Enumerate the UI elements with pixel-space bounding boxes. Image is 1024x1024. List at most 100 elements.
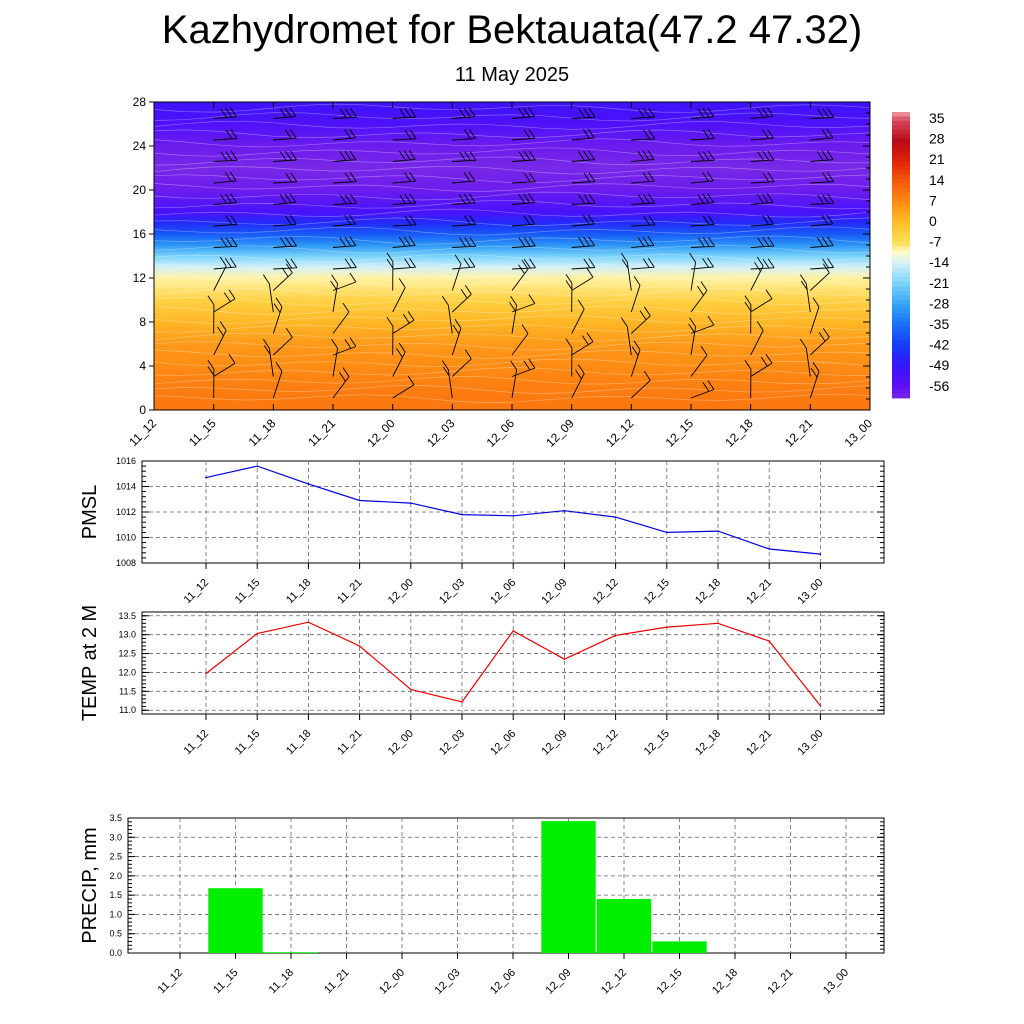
wind-barb <box>809 297 820 334</box>
wind-barb <box>273 236 297 248</box>
wind-barb <box>620 252 632 291</box>
x-tick-label: 13_00 <box>795 577 825 607</box>
wind-barb <box>620 317 632 356</box>
colorbar-box <box>892 384 910 390</box>
data-point <box>256 465 259 467</box>
wind-barb <box>809 361 820 399</box>
wind-barb <box>272 328 293 356</box>
x-tick-label: 12_06 <box>488 577 518 607</box>
wind-barb <box>452 215 476 227</box>
wind-barb <box>799 338 811 377</box>
colorbar-label: 14 <box>929 172 945 188</box>
wind-barb <box>750 236 775 248</box>
wind-barb <box>511 193 535 205</box>
grid-lines <box>142 612 884 714</box>
colorbar-box <box>892 219 910 225</box>
wind-barb <box>690 380 715 399</box>
contour-line <box>153 165 871 175</box>
colorbar-box <box>892 125 910 131</box>
wind-barb <box>330 274 339 313</box>
contour-line <box>153 253 871 263</box>
wind-barb <box>441 360 453 399</box>
wind-barb <box>451 318 462 356</box>
colorbar-box <box>892 353 910 359</box>
colorbar-label: 28 <box>929 131 945 147</box>
data-point <box>768 640 770 642</box>
wind-barb <box>451 349 472 377</box>
colorbar-label: -14 <box>929 254 949 270</box>
wind-barb <box>571 150 595 162</box>
wind-barb <box>690 151 715 162</box>
y-axis-title: PRECIP, mm <box>79 827 101 943</box>
data-point <box>461 513 463 516</box>
wind-barb <box>571 364 585 399</box>
precip-bar <box>596 899 652 953</box>
x-tick-label: 11_18 <box>284 577 314 607</box>
wind-barb <box>510 360 518 399</box>
data-point <box>768 548 770 550</box>
contour-line <box>153 341 871 351</box>
wind-barb <box>213 237 238 248</box>
colorbar-label: 0 <box>929 213 937 229</box>
contour-line <box>153 296 871 306</box>
contour-line <box>153 183 871 192</box>
wind-barb <box>690 257 714 270</box>
wind-barb <box>332 214 356 227</box>
data-point <box>205 672 207 675</box>
colorbar-box <box>892 380 910 385</box>
contour-line <box>153 208 871 218</box>
wind-barb <box>511 324 529 356</box>
colorbar-box <box>892 205 910 211</box>
colorbar-box <box>892 268 910 274</box>
x-tick-label: 12_12 <box>599 967 629 997</box>
wind-barb <box>690 281 708 313</box>
wind-barb <box>689 252 697 291</box>
x-tick-label: 12_00 <box>386 577 416 607</box>
y-tick-label: 24 <box>133 139 147 153</box>
y-tick-label: 2.0 <box>109 871 122 881</box>
colorbar-box <box>892 147 910 153</box>
wind-barb <box>392 150 416 162</box>
data-point <box>410 502 412 504</box>
wind-barb <box>565 273 573 313</box>
x-tick-label: 12_03 <box>424 416 458 450</box>
colorbar-box <box>892 187 910 193</box>
wind-barb <box>810 108 835 119</box>
wind-barb <box>213 289 236 313</box>
colorbar-box <box>892 134 910 140</box>
wind-barb <box>744 359 752 399</box>
x-tick-label: 11_15 <box>186 416 219 449</box>
contour-line <box>153 129 871 138</box>
colorbar-box <box>892 357 910 363</box>
colorbar-box <box>892 290 910 296</box>
wind-barb <box>332 150 357 162</box>
wind-barb <box>690 193 715 205</box>
colorbar-box <box>892 375 910 381</box>
x-tick-label: 11_15 <box>233 577 263 607</box>
colorbar-box <box>892 170 910 175</box>
wind-barb <box>810 128 834 141</box>
wind-barb <box>332 272 357 291</box>
wind-barb <box>392 257 416 270</box>
wind-barb <box>690 107 715 119</box>
wind-barb <box>571 172 596 184</box>
x-tick-label: 12_03 <box>437 728 467 758</box>
x-tick-label: 11_18 <box>267 967 297 997</box>
x-tick-label: 12_18 <box>693 577 723 607</box>
x-tick-label: 12_15 <box>642 577 672 607</box>
y-tick-label: 1008 <box>116 558 136 568</box>
wind-barb <box>750 289 773 313</box>
wind-barb <box>571 299 585 334</box>
x-tick-label: 12_18 <box>710 967 740 997</box>
x-tick-label: 11_21 <box>305 416 338 449</box>
x-tick-label: 12_21 <box>744 577 774 607</box>
x-tick-label: 13_00 <box>795 728 825 758</box>
wind-barb <box>631 257 655 270</box>
data-point <box>256 632 259 635</box>
y-tick-label: 8 <box>139 315 146 329</box>
x-tick-label: 12_21 <box>782 416 816 450</box>
x-tick-label: 13_00 <box>842 416 876 450</box>
x-tick-label: 12_09 <box>539 728 569 758</box>
x-tick-label: 12_18 <box>693 728 723 758</box>
contour-line <box>153 235 871 245</box>
